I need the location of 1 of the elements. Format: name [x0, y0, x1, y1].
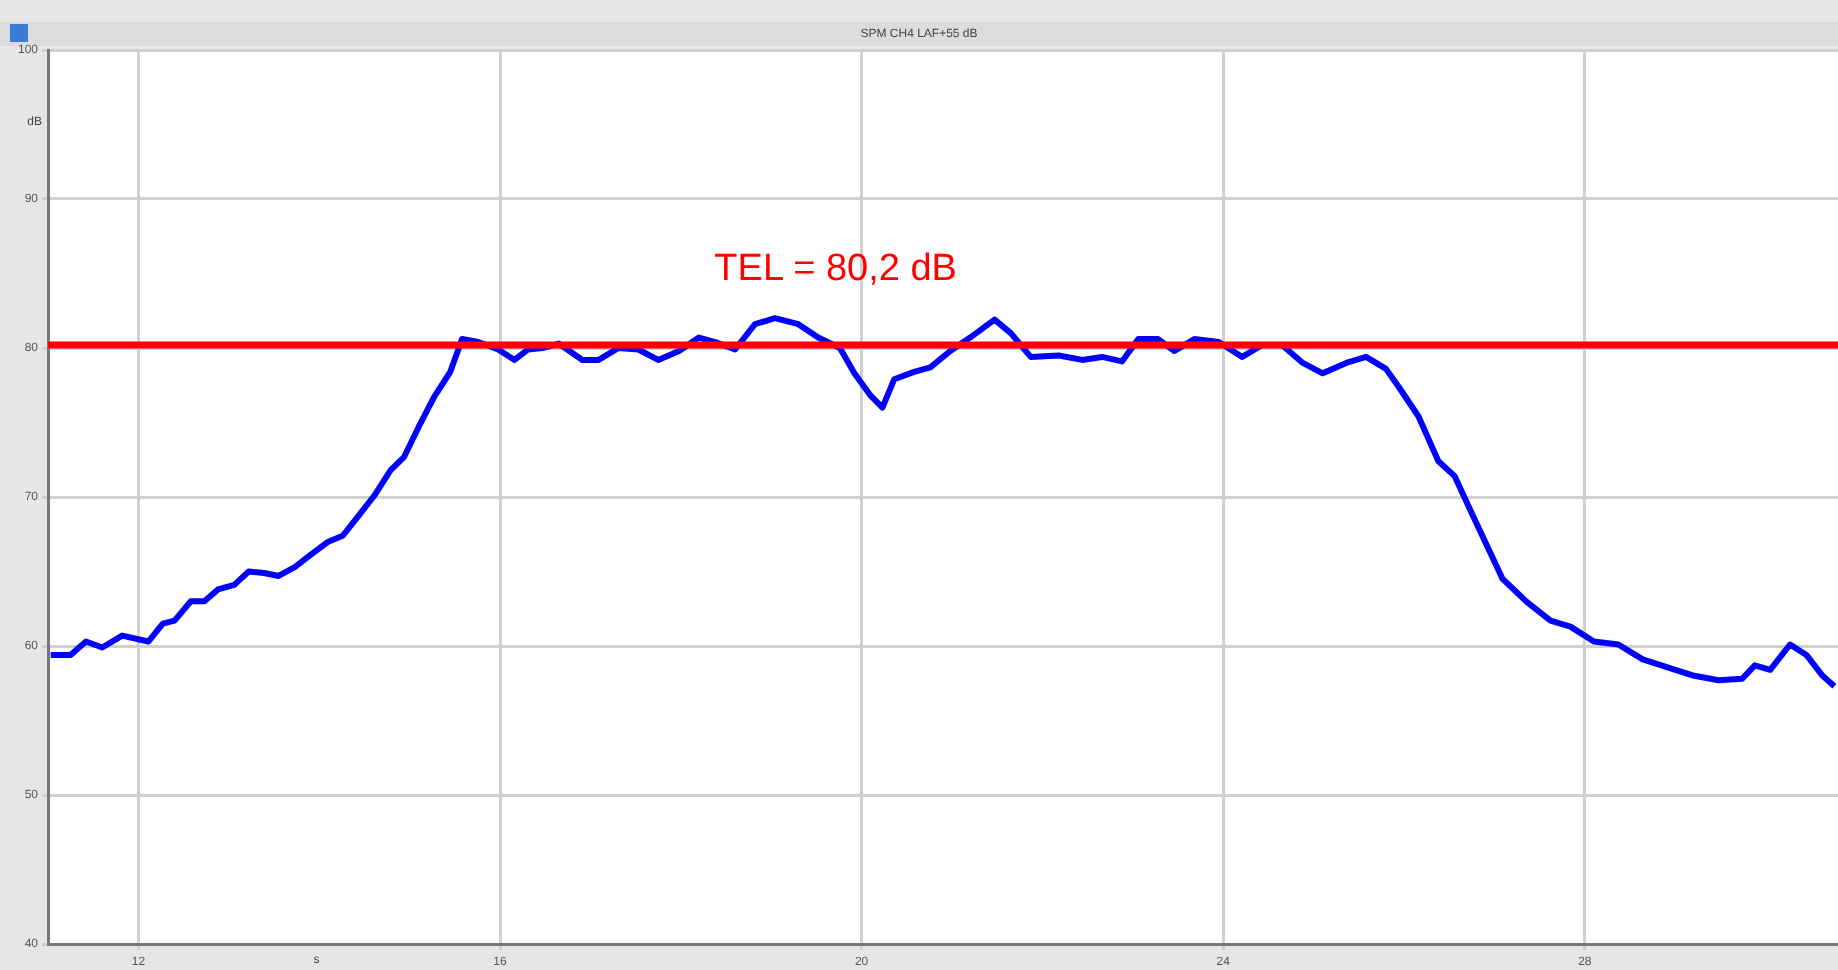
ref-line-label: TEL = 80,2 dB	[714, 248, 957, 291]
